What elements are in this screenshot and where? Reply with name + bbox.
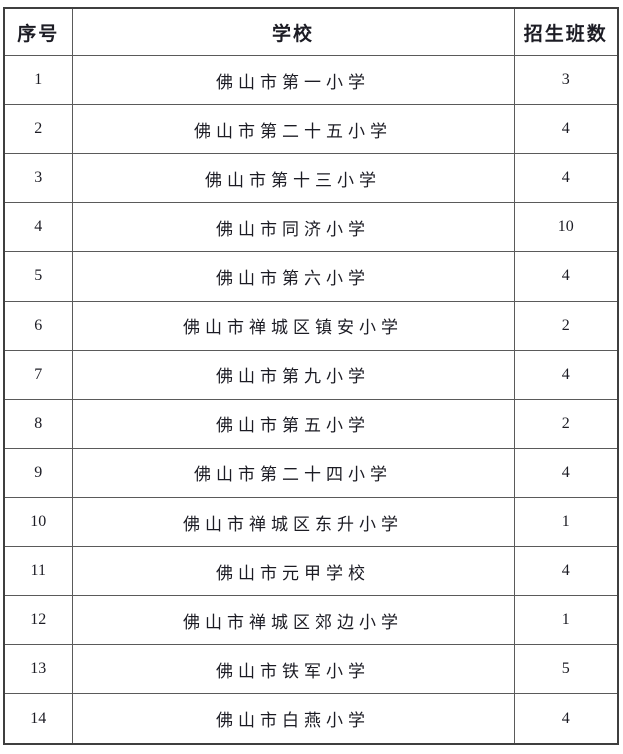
table-row: 9 佛山市第二十四小学 4 (3, 447, 619, 498)
row-index-cell: 3 (3, 153, 73, 204)
table-row: 4 佛山市同济小学 10 (3, 202, 619, 253)
table-header-row: 序号 学校 招生班数 (3, 7, 619, 56)
row-school-cell: 佛山市同济小学 (71, 202, 515, 253)
row-classes-cell: 3 (513, 54, 619, 106)
row-classes-cell: 2 (513, 398, 619, 449)
row-index-cell: 1 (3, 54, 73, 106)
row-classes-cell: 10 (513, 202, 619, 253)
row-index-cell: 14 (3, 693, 73, 745)
row-school-cell: 佛山市第五小学 (71, 398, 515, 449)
row-index-cell: 10 (3, 496, 73, 548)
table-row: 7 佛山市第九小学 4 (3, 349, 619, 400)
row-school-cell: 佛山市禅城区镇安小学 (71, 300, 515, 351)
table-row: 10 佛山市禅城区东升小学 1 (3, 496, 619, 548)
row-school-cell: 佛山市第六小学 (71, 251, 515, 302)
table-row: 3 佛山市第十三小学 4 (3, 153, 619, 204)
table-row: 2 佛山市第二十五小学 4 (3, 104, 619, 155)
row-index-cell: 12 (3, 595, 73, 646)
row-index-cell: 4 (3, 202, 73, 253)
row-school-cell: 佛山市白燕小学 (71, 693, 515, 745)
row-school-cell: 佛山市铁军小学 (71, 644, 515, 695)
row-classes-cell: 4 (513, 104, 619, 155)
row-school-cell: 佛山市第九小学 (71, 349, 515, 400)
row-school-cell: 佛山市第二十四小学 (71, 447, 515, 498)
row-school-cell: 佛山市第二十五小学 (71, 104, 515, 155)
row-index-cell: 11 (3, 546, 73, 597)
row-index-cell: 2 (3, 104, 73, 155)
row-index-cell: 5 (3, 251, 73, 302)
table-row: 6 佛山市禅城区镇安小学 2 (3, 300, 619, 351)
table-row: 12 佛山市禅城区郊边小学 1 (3, 595, 619, 646)
row-classes-cell: 4 (513, 546, 619, 597)
row-index-cell: 9 (3, 447, 73, 498)
row-school-cell: 佛山市禅城区东升小学 (71, 496, 515, 548)
row-classes-cell: 1 (513, 595, 619, 646)
row-classes-cell: 1 (513, 496, 619, 548)
table-row: 11 佛山市元甲学校 4 (3, 546, 619, 597)
table-row: 14 佛山市白燕小学 4 (3, 693, 619, 745)
row-classes-cell: 4 (513, 349, 619, 400)
row-classes-cell: 2 (513, 300, 619, 351)
table-body: 1 佛山市第一小学 3 2 佛山市第二十五小学 4 3 佛山市第十三小学 4 4 佛山市同济小学 10… (3, 54, 619, 745)
col-header-index: 序号 (3, 7, 73, 56)
table-row: 13 佛山市铁军小学 5 (3, 644, 619, 695)
row-classes-cell: 4 (513, 251, 619, 302)
row-school-cell: 佛山市第十三小学 (71, 153, 515, 204)
col-header-classes: 招生班数 (513, 7, 619, 56)
row-classes-cell: 4 (513, 447, 619, 498)
table-row: 8 佛山市第五小学 2 (3, 398, 619, 449)
enrollment-table: 序号 学校 招生班数 1 佛山市第一小学 3 2 佛山市第二十五小学 4 3 佛山市第十三小学… (3, 7, 619, 745)
row-index-cell: 13 (3, 644, 73, 695)
row-index-cell: 6 (3, 300, 73, 351)
row-classes-cell: 4 (513, 693, 619, 745)
row-index-cell: 8 (3, 398, 73, 449)
row-school-cell: 佛山市元甲学校 (71, 546, 515, 597)
row-classes-cell: 5 (513, 644, 619, 695)
col-header-school: 学校 (71, 7, 515, 56)
table-row: 5 佛山市第六小学 4 (3, 251, 619, 302)
row-school-cell: 佛山市禅城区郊边小学 (71, 595, 515, 646)
row-index-cell: 7 (3, 349, 73, 400)
row-school-cell: 佛山市第一小学 (71, 54, 515, 106)
table-row: 1 佛山市第一小学 3 (3, 54, 619, 106)
row-classes-cell: 4 (513, 153, 619, 204)
